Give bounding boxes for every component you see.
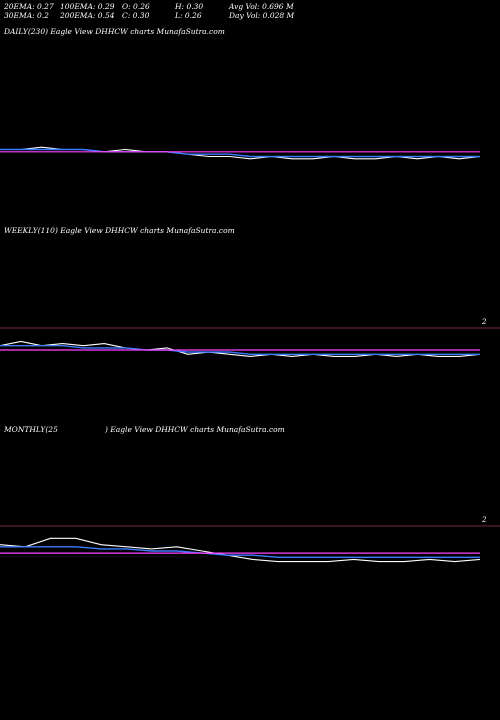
stats-row-2: 30EMA: 0.2 200EMA: 0.54 C: 0.30 L: 0.26 … (4, 11, 496, 20)
monthly-axis-label: 2 (482, 516, 487, 524)
weekly-series-1-line (0, 340, 481, 357)
ema30-value: 30EMA: 0.2 (4, 11, 49, 20)
monthly-panel-label-rest: ) Eagle View DHHCW charts MunafaSutra.co… (105, 425, 285, 434)
monthly-panel (0, 537, 481, 563)
monthly-panel-label: MONTHLY(25 (4, 425, 58, 434)
ema200-value: 200EMA: 0.54 (60, 11, 115, 20)
ema20-value: 20EMA: 0.27 (4, 2, 54, 11)
day-vol-value: Day Vol: 0.028 M (229, 11, 295, 20)
daily-series-2-line (0, 148, 480, 158)
monthly-series-1-line (0, 537, 481, 563)
weekly-series-2-line (0, 345, 480, 355)
low-value: L: 0.26 (175, 11, 202, 20)
high-value: H: 0.30 (175, 2, 204, 11)
weekly-panel (0, 340, 481, 357)
open-value: O: 0.26 (122, 2, 150, 11)
daily-panel (0, 146, 481, 160)
daily-panel-label: DAILY(230) Eagle View DHHCW charts Munaf… (4, 27, 225, 36)
stats-row-1: 20EMA: 0.27 100EMA: 0.29 O: 0.26 H: 0.30… (4, 2, 496, 11)
avg-vol-value: Avg Vol: 0.696 M (229, 2, 294, 11)
weekly-axis-label: 2 (482, 318, 487, 326)
ema100-value: 100EMA: 0.29 (60, 2, 115, 11)
stats-header: 20EMA: 0.27 100EMA: 0.29 O: 0.26 H: 0.30… (4, 2, 496, 20)
weekly-panel-label: WEEKLY(110) Eagle View DHHCW charts Muna… (4, 226, 235, 235)
close-value: C: 0.30 (122, 11, 150, 20)
monthly-series-2-line (0, 546, 480, 558)
